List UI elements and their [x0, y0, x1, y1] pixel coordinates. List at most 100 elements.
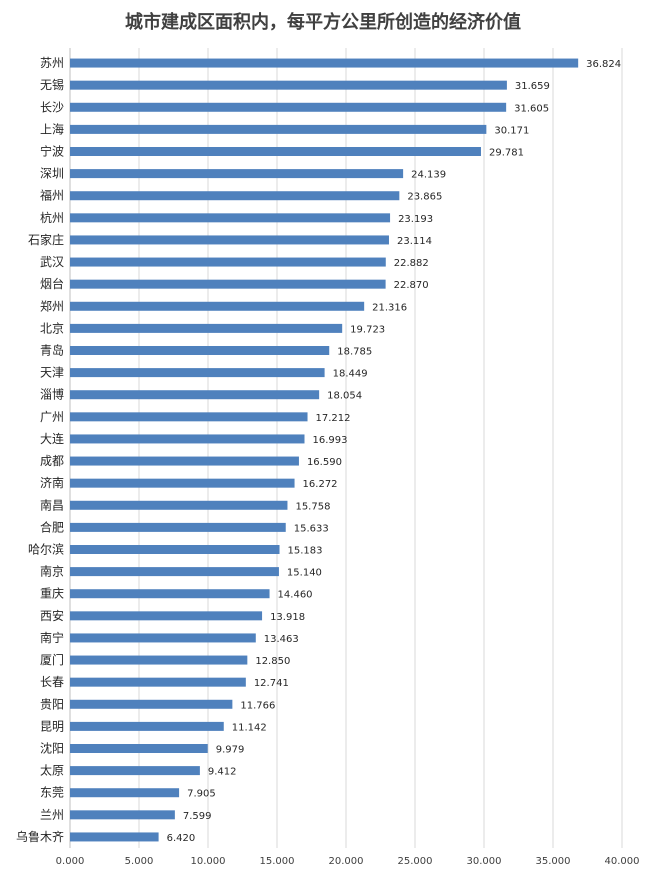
category-label: 昆明	[40, 719, 64, 733]
category-label: 深圳	[40, 167, 64, 181]
category-label: 南京	[40, 564, 64, 579]
bar	[70, 235, 389, 245]
data-label: 23.193	[398, 214, 433, 225]
data-label: 11.766	[240, 700, 275, 711]
category-label: 合肥	[40, 519, 64, 534]
x-tick-label: 15.000	[260, 856, 295, 867]
x-tick-label: 35.000	[536, 856, 571, 867]
bar	[70, 522, 286, 532]
bar	[70, 257, 386, 267]
category-label: 成都	[40, 454, 64, 468]
category-label: 南宁	[40, 630, 64, 645]
bar	[70, 655, 248, 665]
data-label: 22.870	[394, 280, 429, 291]
data-label: 7.599	[183, 811, 212, 822]
category-label: 无锡	[40, 77, 64, 92]
data-label: 16.993	[313, 435, 348, 446]
data-label: 15.140	[287, 568, 322, 579]
x-tick-label: 5.000	[125, 856, 154, 867]
category-label: 西安	[40, 608, 64, 623]
bar	[70, 500, 288, 510]
data-label: 12.741	[254, 678, 289, 689]
category-label: 长春	[40, 675, 64, 689]
bar	[70, 412, 308, 422]
x-tick-label: 10.000	[191, 856, 226, 867]
category-label: 福州	[40, 188, 64, 203]
bar	[70, 699, 233, 709]
data-label: 17.212	[316, 413, 351, 424]
data-label: 9.412	[208, 767, 237, 778]
x-tick-label: 25.000	[398, 856, 433, 867]
bar	[70, 323, 343, 333]
bar	[70, 390, 320, 400]
bar	[70, 301, 365, 311]
bar	[70, 279, 386, 289]
data-label: 36.824	[586, 59, 621, 70]
bar	[70, 832, 159, 842]
category-label: 贵阳	[40, 697, 64, 711]
bar	[70, 124, 487, 134]
bar	[70, 589, 270, 599]
x-tick-label: 30.000	[467, 856, 502, 867]
category-label: 天津	[40, 366, 64, 380]
bar	[70, 169, 404, 179]
bar	[70, 102, 507, 112]
data-label: 12.850	[255, 656, 290, 667]
data-label: 23.114	[397, 236, 432, 247]
bar	[70, 478, 295, 488]
data-label: 23.865	[407, 192, 442, 203]
data-label: 16.590	[307, 457, 342, 468]
data-label: 15.633	[294, 523, 329, 534]
data-label: 14.460	[278, 590, 313, 601]
category-label: 武汉	[40, 255, 64, 269]
data-label: 30.171	[494, 125, 529, 136]
data-label: 24.139	[411, 170, 446, 181]
category-label: 长沙	[40, 100, 64, 114]
category-label: 郑州	[40, 298, 64, 313]
bar	[70, 744, 208, 753]
bar	[70, 456, 299, 466]
bar	[70, 567, 279, 577]
data-label: 29.781	[489, 148, 524, 159]
bar	[70, 766, 200, 776]
category-label: 哈尔滨	[28, 542, 64, 557]
data-label: 13.918	[270, 612, 305, 623]
data-label: 19.723	[350, 324, 385, 335]
category-label: 杭州	[40, 210, 64, 225]
bar	[70, 788, 180, 798]
x-tick-label: 40.000	[605, 856, 640, 867]
data-label: 7.905	[187, 789, 216, 800]
bar	[70, 721, 224, 731]
data-label: 31.605	[514, 103, 549, 114]
data-label: 13.463	[264, 634, 299, 645]
bar	[70, 633, 256, 643]
category-label: 宁波	[40, 144, 64, 159]
bar	[70, 368, 325, 378]
data-label: 18.449	[333, 369, 368, 380]
bar	[70, 80, 507, 90]
category-label: 上海	[40, 121, 64, 136]
category-label: 厦门	[40, 652, 64, 667]
data-label: 18.785	[337, 347, 372, 358]
data-label: 11.142	[232, 722, 267, 733]
bar	[70, 213, 391, 223]
bar	[70, 677, 246, 687]
bar	[70, 346, 330, 355]
chart-title: 城市建成区面积内，每平方公里所创造的经济价值	[125, 12, 521, 33]
x-tick-label: 20.000	[329, 856, 364, 867]
data-label: 9.979	[216, 745, 245, 756]
category-label: 石家庄	[28, 232, 64, 247]
data-label: 15.183	[288, 546, 323, 557]
category-label: 大连	[40, 431, 64, 446]
category-label: 青岛	[40, 343, 64, 358]
category-label: 东莞	[40, 786, 64, 800]
category-label: 北京	[40, 321, 64, 335]
category-label: 南昌	[40, 497, 64, 512]
bar	[70, 611, 263, 621]
category-label: 兰州	[40, 808, 64, 822]
category-label: 淄博	[40, 387, 64, 402]
category-label: 乌鲁木齐	[16, 829, 64, 844]
bar	[70, 434, 305, 444]
data-label: 31.659	[515, 81, 550, 92]
